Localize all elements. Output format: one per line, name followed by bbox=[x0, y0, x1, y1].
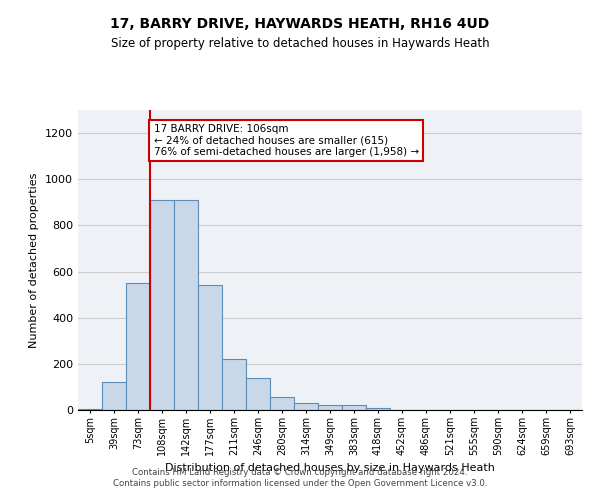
Text: 17, BARRY DRIVE, HAYWARDS HEATH, RH16 4UD: 17, BARRY DRIVE, HAYWARDS HEATH, RH16 4U… bbox=[110, 18, 490, 32]
X-axis label: Distribution of detached houses by size in Haywards Heath: Distribution of detached houses by size … bbox=[165, 464, 495, 473]
Bar bbox=[102, 382, 126, 410]
Bar bbox=[294, 402, 318, 410]
Text: Size of property relative to detached houses in Haywards Heath: Size of property relative to detached ho… bbox=[110, 38, 490, 51]
Bar bbox=[198, 286, 222, 410]
Text: Contains HM Land Registry data © Crown copyright and database right 2024.
Contai: Contains HM Land Registry data © Crown c… bbox=[113, 468, 487, 487]
Bar bbox=[342, 406, 366, 410]
Text: 17 BARRY DRIVE: 106sqm
← 24% of detached houses are smaller (615)
76% of semi-de: 17 BARRY DRIVE: 106sqm ← 24% of detached… bbox=[154, 124, 419, 157]
Bar bbox=[246, 378, 270, 410]
Bar bbox=[270, 398, 294, 410]
Y-axis label: Number of detached properties: Number of detached properties bbox=[29, 172, 40, 348]
Bar bbox=[174, 200, 198, 410]
Bar bbox=[78, 409, 102, 410]
Bar bbox=[150, 200, 174, 410]
Bar bbox=[222, 359, 246, 410]
Bar bbox=[126, 283, 150, 410]
Bar bbox=[366, 408, 390, 410]
Bar bbox=[318, 406, 342, 410]
